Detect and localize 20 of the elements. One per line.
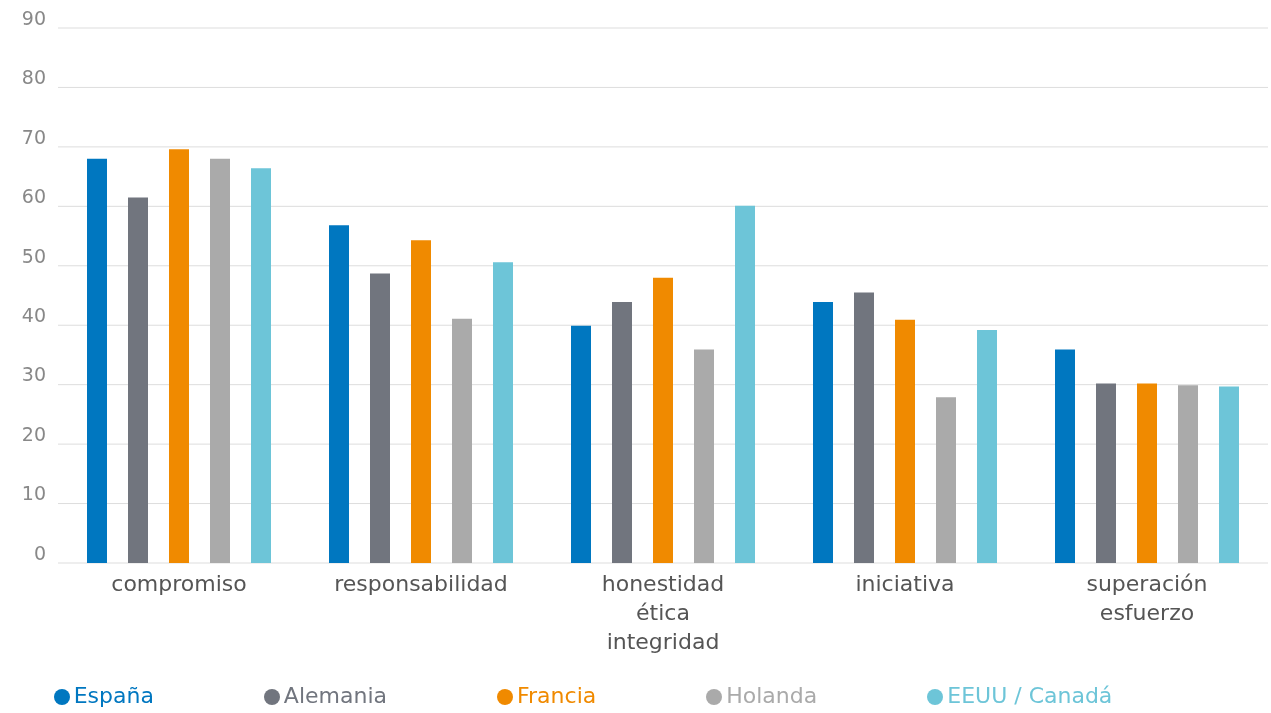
x-tick-label: honestidad ética integridad [601,571,725,654]
x-tick-label: compromiso [111,571,247,596]
legend-label: EEUU / Canadá [947,683,1113,708]
y-tick-label: 50 [21,244,46,267]
y-tick-label: 10 [21,482,46,505]
x-tick-label: superación esfuerzo [1086,571,1208,625]
legend-label: Alemania [283,683,388,708]
y-tick-label: 20 [21,422,46,445]
y-tick-label: 80 [21,66,46,89]
y-tick-label: 0 [33,541,46,564]
legend-label: Holanda [726,683,818,708]
y-tick-label: 30 [21,363,46,386]
x-tick-label: iniciativa [855,571,955,596]
x-tick-label: responsabilidad [334,571,508,596]
legend-label: Francia [517,683,597,708]
y-tick-label: 60 [21,185,46,208]
legend-label: España [73,683,154,708]
y-tick-label: 90 [21,6,46,29]
y-tick-label: 40 [21,303,46,326]
y-tick-label: 70 [21,125,46,148]
